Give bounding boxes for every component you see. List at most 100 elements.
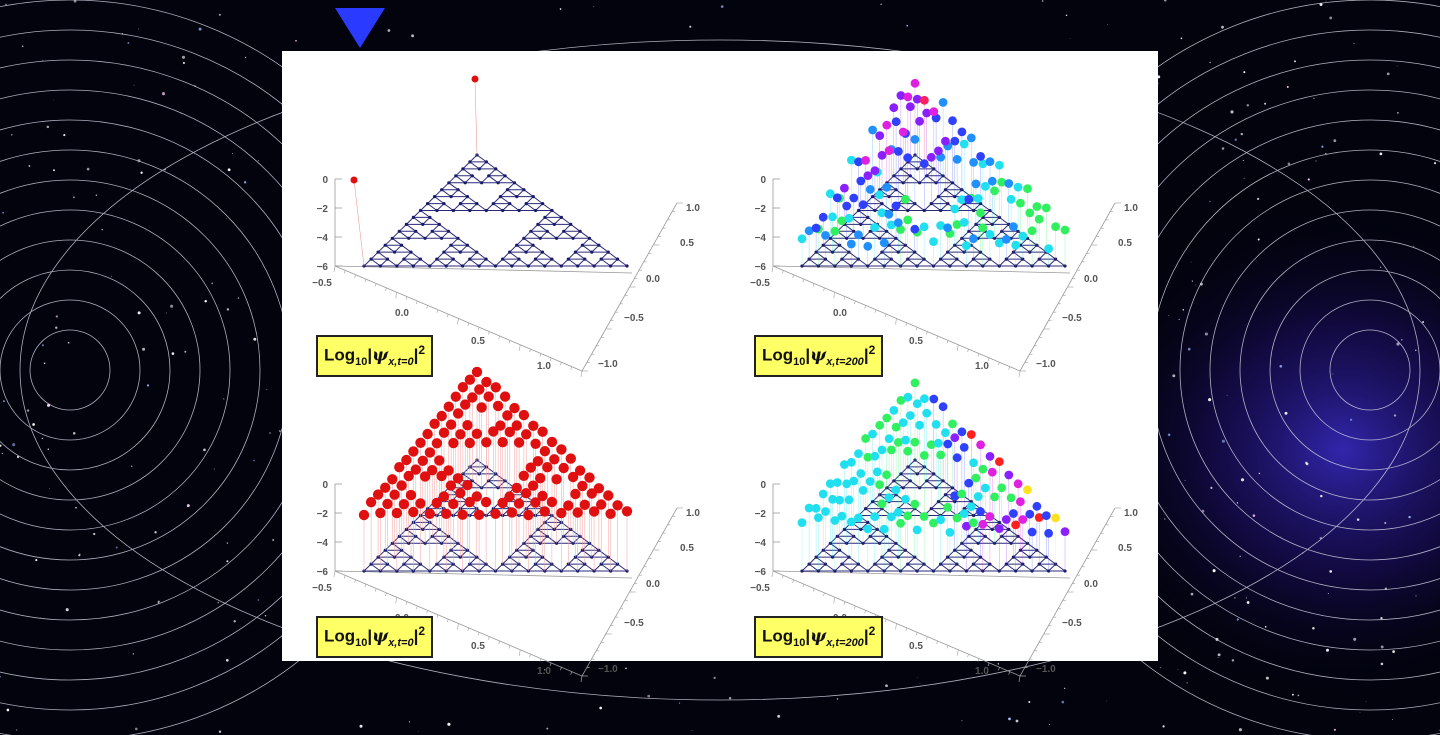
star bbox=[1287, 162, 1291, 166]
data-point bbox=[1001, 515, 1011, 524]
figure-panel: 0 −2 −4 −6 −0.5 0.0 0.5 1.0 1.0 0.5 0.0 −0.5 −1.0 Log… bbox=[282, 51, 1158, 683]
star bbox=[5, 3, 7, 6]
lattice-edge bbox=[563, 529, 572, 537]
lattice-node bbox=[990, 527, 994, 531]
lattice-edge bbox=[476, 251, 487, 260]
lattice-edge bbox=[453, 203, 461, 211]
lattice-node bbox=[407, 541, 411, 545]
lattice-edge bbox=[949, 258, 958, 267]
lattice-edge bbox=[410, 556, 421, 565]
star bbox=[0, 676, 1, 678]
data-point bbox=[978, 223, 988, 233]
data-point bbox=[964, 194, 974, 204]
x-tick-label: 0.5 bbox=[909, 641, 923, 652]
data-point bbox=[948, 419, 957, 429]
lattice-edge bbox=[408, 230, 417, 239]
star bbox=[1107, 24, 1109, 26]
x-tick bbox=[580, 370, 583, 378]
lattice-edge bbox=[1010, 535, 1019, 544]
data-point bbox=[903, 92, 913, 102]
lattice-node bbox=[903, 243, 907, 247]
lattice-edge bbox=[532, 196, 543, 204]
lattice-edge bbox=[926, 168, 935, 177]
star bbox=[203, 448, 206, 452]
lattice-node bbox=[859, 222, 863, 226]
data-point bbox=[492, 400, 504, 412]
lattice-node bbox=[444, 264, 448, 268]
data-point bbox=[896, 396, 906, 405]
lattice-node bbox=[990, 222, 994, 226]
lattice-node bbox=[896, 250, 900, 254]
star bbox=[225, 218, 227, 220]
star bbox=[1159, 666, 1162, 669]
lattice-node bbox=[1035, 548, 1039, 552]
lattice-edge bbox=[888, 189, 897, 197]
lattice-edge bbox=[858, 258, 869, 267]
lattice-node bbox=[866, 520, 870, 524]
lattice-edge bbox=[970, 549, 981, 558]
star bbox=[75, 506, 77, 509]
data-point bbox=[1060, 225, 1070, 235]
lattice-edge bbox=[539, 535, 548, 544]
lattice-node bbox=[814, 555, 818, 559]
lattice-edge bbox=[476, 556, 487, 565]
star bbox=[55, 326, 58, 329]
x-tick bbox=[498, 335, 500, 340]
lattice-edge bbox=[848, 556, 859, 565]
lattice-node bbox=[849, 264, 853, 268]
data-point bbox=[450, 391, 461, 402]
star bbox=[1321, 145, 1324, 148]
data-point bbox=[969, 458, 978, 468]
star bbox=[218, 730, 222, 733]
x-tick bbox=[549, 357, 552, 361]
lattice-node bbox=[816, 264, 820, 268]
data-point bbox=[844, 495, 854, 505]
lattice-node bbox=[437, 222, 441, 226]
data-point bbox=[797, 234, 807, 244]
x-tick bbox=[967, 654, 969, 658]
lattice-node bbox=[526, 264, 530, 268]
lattice-edge bbox=[450, 542, 459, 551]
data-point bbox=[438, 427, 450, 438]
data-point bbox=[959, 443, 969, 452]
data-point bbox=[995, 457, 1004, 467]
lattice-edge bbox=[963, 203, 974, 211]
data-point bbox=[462, 479, 473, 491]
lattice-node bbox=[866, 569, 870, 573]
lattice-edge bbox=[530, 224, 539, 232]
data-stems bbox=[353, 78, 478, 267]
lattice-edge bbox=[445, 563, 454, 572]
data-point bbox=[847, 155, 856, 165]
lattice-node bbox=[522, 188, 526, 192]
data-point bbox=[976, 208, 985, 218]
lattice-node bbox=[988, 257, 992, 261]
z-tick-label: −4 bbox=[317, 538, 329, 549]
star bbox=[1243, 71, 1246, 74]
orbit-ring bbox=[0, 209, 231, 531]
lattice-node bbox=[1037, 257, 1041, 261]
lattice-node bbox=[569, 527, 573, 531]
data-stem bbox=[353, 179, 365, 267]
lattice-node bbox=[540, 250, 545, 254]
label-power: 2 bbox=[868, 624, 876, 638]
orbit-ring bbox=[1269, 269, 1440, 471]
star bbox=[272, 539, 275, 541]
lattice-node bbox=[953, 500, 957, 504]
lattice-edge bbox=[570, 223, 581, 232]
y-tick-label: 1.0 bbox=[1124, 203, 1138, 214]
star bbox=[1210, 486, 1213, 489]
data-point bbox=[905, 411, 915, 420]
lattice-node bbox=[559, 264, 563, 268]
lattice-node bbox=[887, 195, 891, 199]
star bbox=[1182, 309, 1185, 311]
lattice-node bbox=[967, 229, 971, 233]
lattice-node bbox=[972, 208, 976, 213]
lattice-edge bbox=[485, 258, 496, 267]
data-stems bbox=[801, 382, 1066, 571]
scatter3d-chart: 0−2−4−6−0.50.00.51.01.00.50.0−0.5−1.0 bbox=[312, 75, 700, 378]
data-point bbox=[936, 221, 945, 230]
data-point bbox=[884, 146, 894, 155]
data-point bbox=[875, 131, 885, 140]
data-point bbox=[926, 440, 936, 449]
label-symbol: ψ bbox=[810, 626, 827, 647]
